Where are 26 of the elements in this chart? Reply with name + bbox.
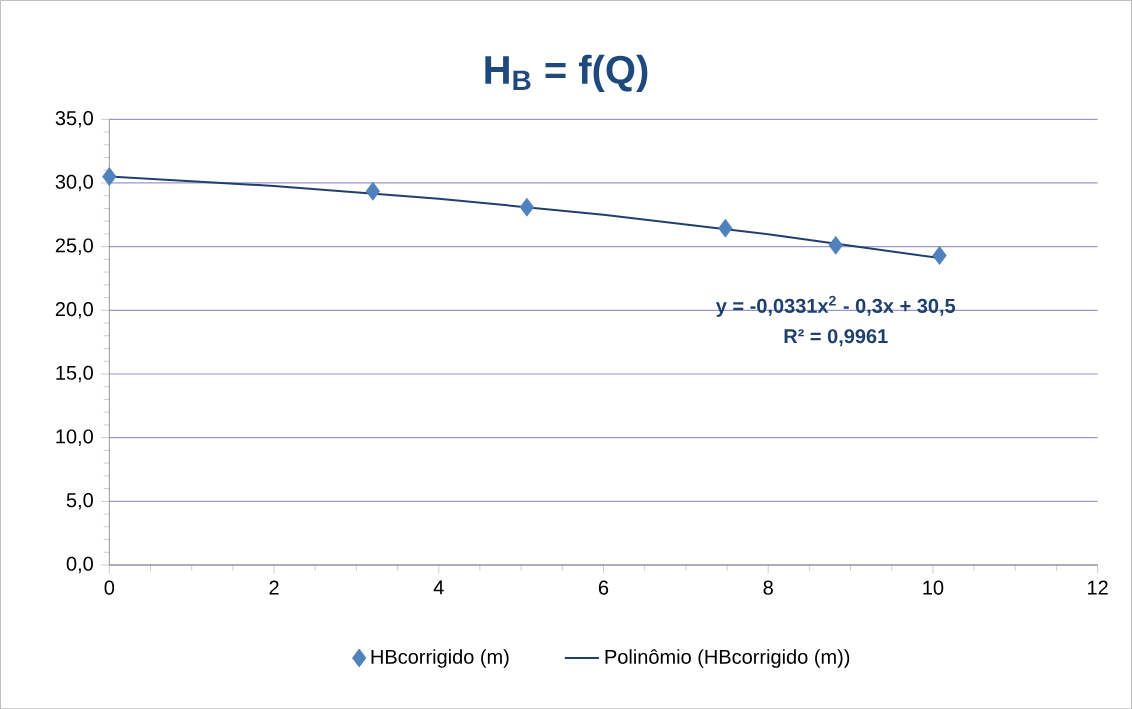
y-tick-label: 30,0 — [55, 174, 93, 192]
y-tick-label: 20,0 — [55, 301, 93, 319]
point — [718, 218, 733, 238]
x-tick-label: 4 — [433, 580, 444, 595]
y-tick-label: 5,0 — [66, 492, 93, 510]
point — [828, 235, 843, 255]
point — [102, 167, 117, 186]
y-tick-label: 10,0 — [56, 429, 93, 446]
legend-label: HBcorrigido (m) — [371, 649, 509, 668]
y-tick-label: 35,0 — [55, 110, 93, 128]
y-tick-label: 25,0 — [55, 238, 93, 255]
point — [519, 197, 535, 217]
x-tick-label: 8 — [763, 580, 773, 595]
text: y = -0,0331x$^{2}$ - 0,3x + 30,5 — [715, 295, 956, 317]
legend-label: Polinômio (HBcorrigido (m)) — [605, 649, 850, 668]
point — [365, 181, 381, 201]
point — [932, 246, 947, 265]
x-tick-label: 0 — [104, 580, 115, 595]
x-tick-label: 2 — [269, 580, 279, 595]
y-tick-label: 0,0 — [66, 556, 93, 574]
x-tick-label: 6 — [598, 580, 609, 595]
annotation: R² = 0,9961 — [784, 329, 888, 347]
x-tick-label: 12 — [1088, 580, 1108, 595]
x-tick-label: 10 — [923, 580, 944, 595]
chart-title: H$_{B}$ = f(Q) — [485, 54, 648, 92]
y-tick-label: 15,0 — [56, 365, 93, 383]
